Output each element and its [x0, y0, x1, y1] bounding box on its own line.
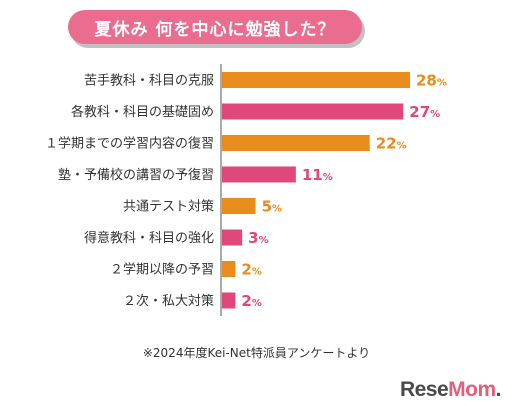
value-label: 2%: [241, 261, 261, 279]
value-label: 22%: [376, 135, 407, 153]
category-label: 塾・予備校の講習の予復習: [58, 167, 214, 183]
bar: [222, 292, 236, 309]
bar: [222, 103, 404, 120]
value-label: 28%: [416, 72, 447, 90]
brand-logo: ReseMom.: [399, 378, 502, 402]
category-label: ２学期以降の予習: [110, 262, 214, 278]
brand-name-main: Rese: [399, 378, 449, 401]
bar: [222, 166, 296, 183]
category-label: 共通テスト対策: [123, 199, 214, 215]
value-label: 5%: [262, 198, 282, 216]
category-label: 得意教科・科目の強化: [84, 230, 214, 246]
value-label: 11%: [302, 166, 333, 184]
bar: [222, 261, 236, 277]
bar: [222, 72, 410, 88]
value-label: 2%: [241, 292, 261, 310]
category-label: ２次・私大対策: [123, 293, 214, 309]
bar: [222, 229, 243, 246]
chart-title: 夏休み 何を中心に勉強した？: [68, 10, 362, 44]
category-label: 苦手教科・科目の克服: [84, 73, 214, 89]
category-label: 各教科・科目の基礎固め: [71, 104, 214, 120]
category-label: １学期までの学習内容の復習: [45, 136, 214, 152]
value-label: 3%: [248, 229, 268, 247]
bar: [222, 198, 256, 214]
brand-name-end: .: [495, 378, 502, 401]
bar: [222, 135, 370, 151]
footnote: ※2024年度Kei-Net特派員アンケートより: [142, 346, 371, 360]
value-label: 27%: [409, 103, 440, 121]
brand-name-accent: Mom: [448, 378, 496, 401]
